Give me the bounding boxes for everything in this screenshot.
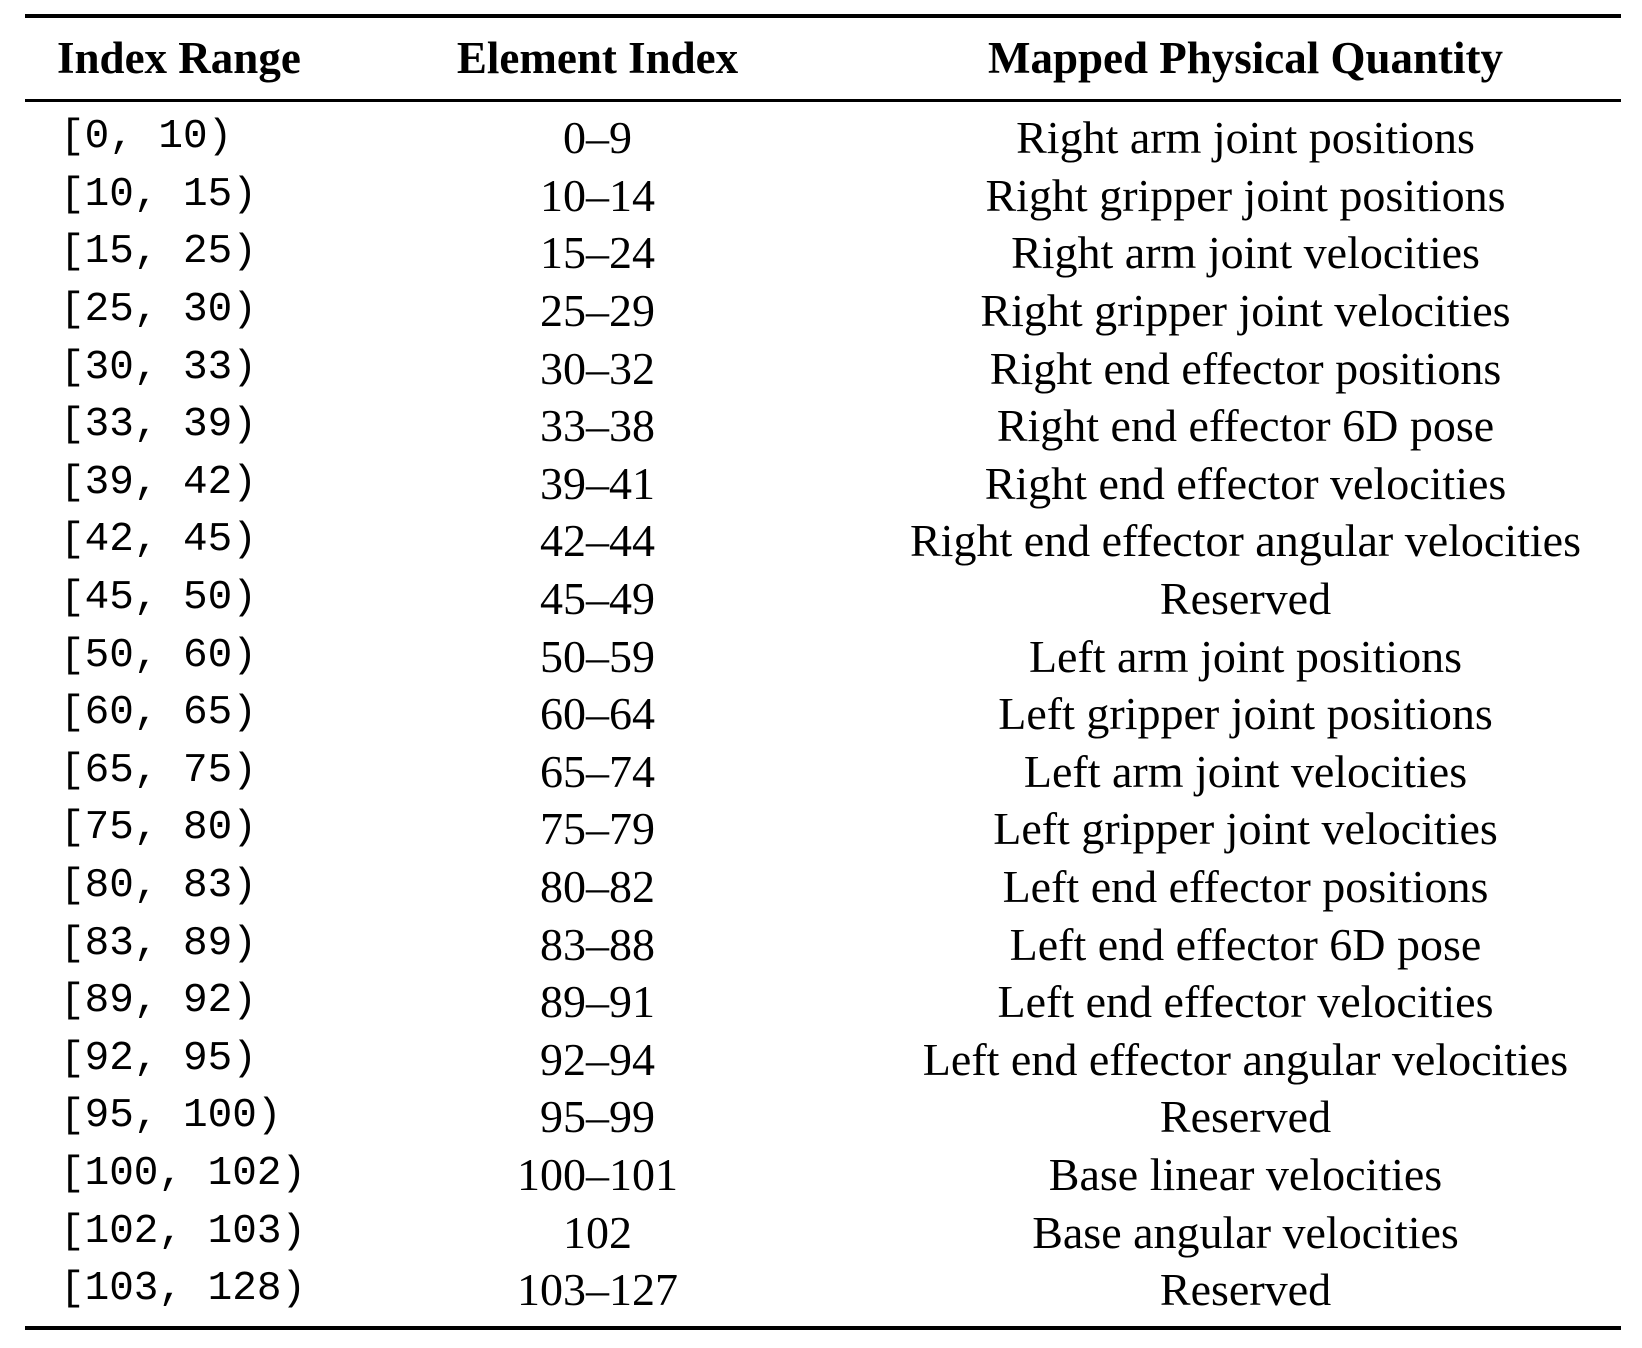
physical-quantity-cell: Left end effector velocities xyxy=(997,976,1494,1028)
physical-quantity-cell: Base angular velocities xyxy=(1032,1206,1459,1258)
physical-quantity-cell: Left arm joint positions xyxy=(1028,630,1463,682)
range-cell: [30, 33) xyxy=(60,344,257,391)
element-index-cell: 30–32 xyxy=(540,342,655,394)
table-row: [10, 15) 10–14 Right gripper joint positio… xyxy=(25,167,1621,225)
table-row: [42, 45) 42–44 Right end effector angular … xyxy=(25,512,1621,570)
range-cell: [89, 92) xyxy=(60,978,257,1025)
table-row: [95, 100) 95–99 Reserved xyxy=(25,1088,1621,1146)
physical-quantity-cell: Right end effector velocities xyxy=(984,457,1507,509)
physical-quantity-cell: Reserved xyxy=(1159,573,1332,625)
table-row: [100, 102) 100–101 Base linear velocities xyxy=(25,1146,1621,1204)
element-index-cell: 45–49 xyxy=(540,573,655,625)
physical-quantity-cell: Right arm joint velocities xyxy=(1011,227,1480,279)
header-mapped-quantity: Mapped Physical Quantity xyxy=(987,33,1504,83)
table-row: [80, 83) 80–82 Left end effector positions xyxy=(25,858,1621,916)
range-cell: [80, 83) xyxy=(60,863,257,910)
table-row: [103, 128) 103–127 Reserved xyxy=(25,1261,1621,1319)
table-body-spacer xyxy=(25,99,1621,109)
table-row: [0, 10) 0–9 Right arm joint positions xyxy=(25,109,1621,167)
table-row: [25, 30) 25–29 Right gripper joint velocit… xyxy=(25,282,1621,340)
range-cell: [0, 10) xyxy=(60,114,233,161)
table-row: [92, 95) 92–94 Left end effector angular v… xyxy=(25,1031,1621,1089)
element-index-cell: 15–24 xyxy=(540,227,655,279)
physical-quantity-cell: Left end effector 6D pose xyxy=(1009,918,1482,970)
element-index-cell: 92–94 xyxy=(540,1033,655,1085)
element-index-cell: 103–127 xyxy=(517,1264,678,1316)
range-cell: [39, 42) xyxy=(60,459,257,506)
physical-quantity-cell: Right end effector 6D pose xyxy=(996,400,1495,452)
range-cell: [50, 60) xyxy=(60,632,257,679)
element-index-cell: 42–44 xyxy=(540,515,655,567)
physical-quantity-cell: Reserved xyxy=(1159,1264,1332,1316)
table-row: [75, 80) 75–79 Left gripper joint velociti… xyxy=(25,800,1621,858)
range-cell: [10, 15) xyxy=(60,171,257,218)
range-cell: [102, 103) xyxy=(60,1208,307,1255)
physical-quantity-cell: Right gripper joint positions xyxy=(985,169,1506,221)
table-row: [45, 50) 45–49 Reserved xyxy=(25,570,1621,628)
element-index-cell: 100–101 xyxy=(517,1148,678,1200)
element-index-cell: 75–79 xyxy=(540,803,655,855)
range-cell: [100, 102) xyxy=(60,1150,307,1197)
range-cell: [33, 39) xyxy=(60,402,257,449)
element-index-cell: 102 xyxy=(563,1206,632,1258)
physical-quantity-cell: Base linear velocities xyxy=(1048,1148,1443,1200)
physical-quantity-cell: Right end effector positions xyxy=(989,342,1502,394)
element-index-cell: 33–38 xyxy=(540,400,655,452)
header-index-range: Index Range xyxy=(57,33,301,83)
table-bottom-rule xyxy=(25,1326,1621,1330)
physical-quantity-cell: Right arm joint positions xyxy=(1016,112,1475,164)
table-row: [39, 42) 39–41 Right end effector velociti… xyxy=(25,455,1621,513)
range-cell: [92, 95) xyxy=(60,1035,257,1082)
range-cell: [15, 25) xyxy=(60,229,257,276)
range-cell: [45, 50) xyxy=(60,575,257,622)
physical-quantity-cell: Left end effector positions xyxy=(1002,861,1489,913)
element-index-cell: 95–99 xyxy=(540,1091,655,1143)
physical-quantity-cell: Left end effector angular velocities xyxy=(922,1033,1569,1085)
physical-quantity-cell: Left gripper joint velocities xyxy=(993,803,1498,855)
table-row: [50, 60) 50–59 Left arm joint positions xyxy=(25,627,1621,685)
table-row: [83, 89) 83–88 Left end effector 6D pose xyxy=(25,915,1621,973)
physical-quantity-cell: Left gripper joint positions xyxy=(998,688,1493,740)
table-row: [102, 103) 102 Base angular velocities xyxy=(25,1203,1621,1261)
element-index-cell: 25–29 xyxy=(540,285,655,337)
element-index-cell: 0–9 xyxy=(563,112,632,164)
table-header-row: Index Range Element Index Mapped Physica… xyxy=(25,18,1621,99)
table-body: [0, 10) 0–9 Right arm joint positions [10, … xyxy=(25,99,1621,1318)
element-index-cell: 89–91 xyxy=(540,976,655,1028)
element-index-cell: 39–41 xyxy=(540,457,655,509)
element-index-cell: 60–64 xyxy=(540,688,655,740)
table-top-rule xyxy=(25,14,1621,18)
physical-quantity-cell: Right end effector angular velocities xyxy=(909,515,1582,567)
element-index-cell: 50–59 xyxy=(540,630,655,682)
index-mapping-table: Index Range Element Index Mapped Physica… xyxy=(25,18,1621,1318)
physical-quantity-cell: Reserved xyxy=(1159,1091,1332,1143)
range-cell: [75, 80) xyxy=(60,805,257,852)
table-row: [65, 75) 65–74 Left arm joint velocities xyxy=(25,743,1621,801)
table-row: [15, 25) 15–24 Right arm joint velocities xyxy=(25,224,1621,282)
table-row: [33, 39) 33–38 Right end effector 6D pose xyxy=(25,397,1621,455)
range-cell: [65, 75) xyxy=(60,747,257,794)
range-cell: [83, 89) xyxy=(60,920,257,967)
table-row: [30, 33) 30–32 Right end effector position… xyxy=(25,339,1621,397)
physical-quantity-cell: Left arm joint velocities xyxy=(1023,745,1468,797)
physical-quantity-cell: Right gripper joint velocities xyxy=(980,285,1511,337)
table-row: [60, 65) 60–64 Left gripper joint position… xyxy=(25,685,1621,743)
header-element-index: Element Index xyxy=(456,33,739,83)
element-index-cell: 80–82 xyxy=(540,861,655,913)
table-row: [89, 92) 89–91 Left end effector velocitie… xyxy=(25,973,1621,1031)
range-cell: [42, 45) xyxy=(60,517,257,564)
element-index-cell: 10–14 xyxy=(540,169,655,221)
range-cell: [95, 100) xyxy=(60,1093,282,1140)
element-index-cell: 83–88 xyxy=(540,918,655,970)
range-cell: [25, 30) xyxy=(60,287,257,334)
table-header-rule xyxy=(25,99,1621,102)
range-cell: [103, 128) xyxy=(60,1266,307,1313)
element-index-cell: 65–74 xyxy=(540,745,655,797)
range-cell: [60, 65) xyxy=(60,690,257,737)
